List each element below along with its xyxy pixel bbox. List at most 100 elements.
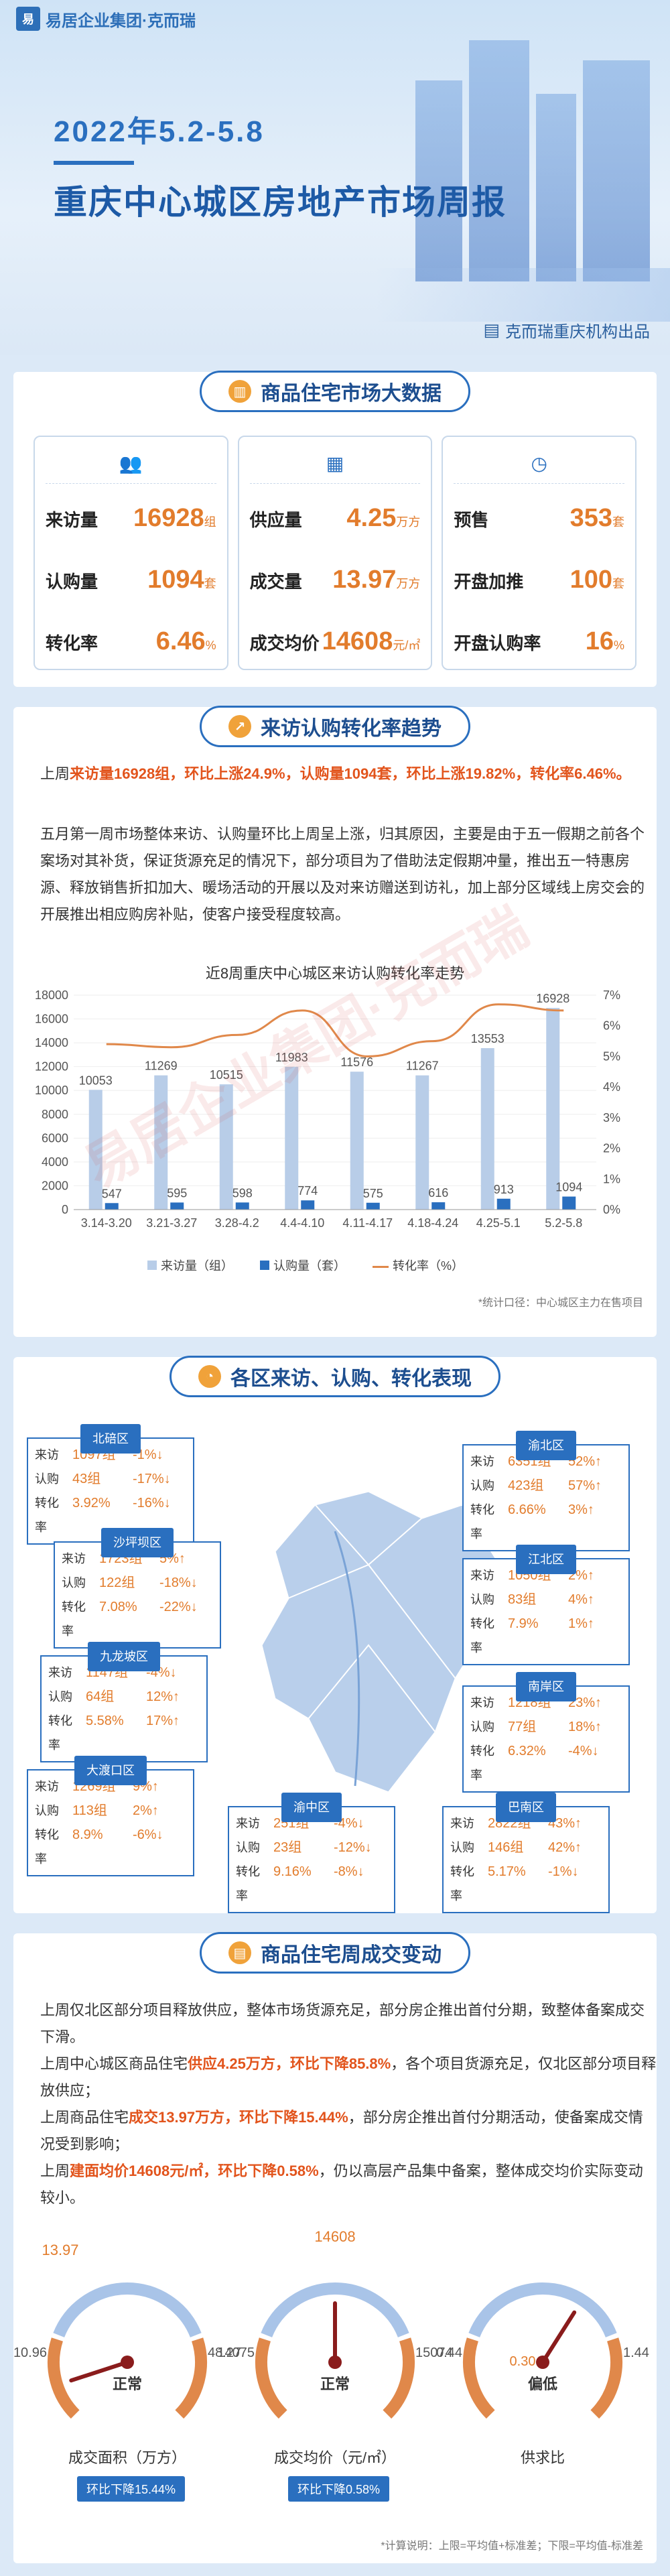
y2-tick-label: 7% (603, 988, 620, 1002)
bar-visits (88, 1090, 103, 1210)
x-tick-label: 4.11-4.17 (342, 1216, 393, 1230)
y2-tick-label: 1% (603, 1172, 620, 1185)
data-label-visits: 11269 (145, 1059, 178, 1073)
stat-card-supply: ▦ 供应量 4.25万方 成交量 13.97万方 成交均价 14608元/㎡ (237, 436, 433, 670)
row-change: 52%↑ (568, 1454, 602, 1469)
row-label: 转化率 (236, 1865, 260, 1903)
section-visit-trend: ↗ 来访认购转化率趋势 上周来访量16928组，环比上涨24.9%，认购量109… (13, 706, 657, 1337)
trend-icon: ↗ (228, 715, 251, 738)
row-label: 来访 (35, 1780, 59, 1793)
y-tick-label: 2000 (42, 1179, 68, 1192)
gauge-status: 偏低 (528, 2376, 557, 2392)
stat-value: 14608 (322, 627, 393, 655)
district-card: 南岸区 来访 1218组 23%↑ 认购 77组 18%↑ 转化率 6.32% -4%↓ (462, 1672, 630, 1793)
row-value: 8.9% (72, 1827, 103, 1842)
bar-visits (480, 1048, 494, 1210)
row-change: 3%↑ (568, 1502, 594, 1517)
gauge-label: 供求比 (520, 2449, 565, 2466)
district-row: 认购 423组 57%↑ (470, 1474, 622, 1498)
row-label: 转化率 (48, 1714, 72, 1752)
section-title-text: 来访认购转化率趋势 (261, 718, 442, 740)
y-tick-label: 16000 (35, 1013, 68, 1026)
gauge-label: 成交均价（元/㎡） (273, 2449, 397, 2466)
stat-label: 来访量 (46, 510, 98, 530)
gauge-arc-low (48, 2337, 80, 2419)
stat-value: 100 (570, 566, 613, 594)
row-value: 5.17% (488, 1864, 526, 1879)
bar-visits (415, 1075, 429, 1210)
x-tick-label: 4.18-4.24 (407, 1216, 458, 1230)
row-change: 18%↑ (568, 1720, 602, 1734)
y2-tick-label: 6% (603, 1019, 620, 1033)
row-change: -6%↓ (133, 1827, 163, 1842)
row-value: 122组 (99, 1575, 135, 1590)
section-title: ▤ 商品住宅周成交变动 (200, 1932, 470, 1974)
stat-cards: 👥 来访量 16928组 认购量 1094套 转化率 6.46% ▦ 供应量 4.25万… (34, 436, 637, 670)
data-label-visits: 11983 (275, 1051, 308, 1064)
gauge-min: 14075 (217, 2345, 255, 2360)
legend-item: 转化率（%） (373, 1257, 464, 1274)
row-change: -16%↓ (133, 1496, 171, 1510)
gauge-arc-high (383, 2337, 415, 2419)
bar-subscriptions (431, 1202, 446, 1210)
building-icon: ▥ (228, 380, 251, 403)
district-card: 巴南区 来访 2822组 43%↑ 认购 146组 42%↑ 转化率 5.17% -1%↓ (442, 1793, 610, 1913)
para-text: 上周 (40, 765, 70, 782)
row-value: 146组 (488, 1840, 524, 1855)
para-highlight: 建面均价14608元/㎡，环比下降0.58% (70, 2163, 319, 2179)
row-label: 认购 (470, 1720, 494, 1734)
row-change: 42%↑ (548, 1840, 582, 1855)
gauge-note: 环比下降15.44% (77, 2476, 186, 2502)
gauge-needle (541, 2310, 577, 2364)
gauge-max: 48.27 (208, 2345, 241, 2360)
chart-note: *统计口径：中心城区主力在售项目 (478, 1297, 643, 1309)
gauge-hub (536, 2356, 549, 2369)
stat-unit: 套 (204, 577, 216, 590)
stat-label: 开盘加推 (454, 572, 524, 592)
row-value: 5.58% (86, 1714, 124, 1728)
stat-value: 16 (585, 627, 614, 655)
legend-item: 来访量（组） (147, 1257, 233, 1274)
title-accent-bar (54, 161, 134, 165)
row-change: -18%↓ (159, 1575, 198, 1590)
section-title-text: 各区来访、认购、转化表现 (230, 1368, 472, 1390)
row-change: 2%↑ (133, 1803, 159, 1818)
legend-item: 认购量（套） (260, 1257, 346, 1274)
legend-label: 转化率（%） (393, 1259, 464, 1273)
pie-icon: ◔ (198, 1365, 221, 1388)
row-change: -17%↓ (133, 1472, 171, 1486)
para-text: ，仍以高层产品集中备案，整体成交均价实际变动较小。 (40, 2163, 643, 2206)
stat-value: 13.97 (332, 566, 397, 594)
row-label: 认购 (470, 1479, 494, 1492)
bar-subscriptions (105, 1203, 119, 1210)
row-label: 认购 (48, 1690, 72, 1703)
bar-visits (285, 1066, 299, 1210)
row-value: 6.66% (508, 1502, 546, 1517)
people-icon: 👥 (46, 444, 216, 484)
data-label-subscriptions: 774 (297, 1184, 318, 1198)
row-value: 113组 (72, 1803, 107, 1818)
stat-row: 开盘加推 100套 (454, 545, 624, 607)
stat-label: 成交均价 (249, 633, 320, 653)
row-label: 认购 (236, 1841, 260, 1854)
source-label: ▤ 克而瑞重庆机构出品 (483, 318, 650, 342)
stat-value: 1094 (147, 566, 204, 594)
data-label-subscriptions: 616 (428, 1186, 448, 1200)
para-text: 上周中心城区商品住宅 (40, 2055, 188, 2072)
row-change: 12%↑ (146, 1689, 180, 1704)
bar-visits (219, 1084, 233, 1210)
row-change: -22%↓ (159, 1600, 198, 1614)
chart-title: 近8周重庆中心城区来访认购转化率走势 (205, 965, 465, 982)
district-name: 大渡口区 (74, 1756, 147, 1785)
district-row: 转化率 9.16% -8%↓ (236, 1860, 387, 1908)
stat-row: 认购量 1094套 (46, 545, 216, 607)
source-text: 克而瑞重庆机构出品 (505, 323, 650, 341)
row-label: 转化率 (470, 1617, 494, 1655)
y2-tick-label: 2% (603, 1142, 620, 1155)
gauge-hub (121, 2356, 134, 2369)
logo-mark: 易 (16, 7, 40, 31)
district-row: 认购 122组 -18%↓ (62, 1571, 213, 1595)
district-row: 转化率 5.58% 17%↑ (48, 1709, 200, 1757)
document-icon: ▤ (483, 320, 500, 340)
